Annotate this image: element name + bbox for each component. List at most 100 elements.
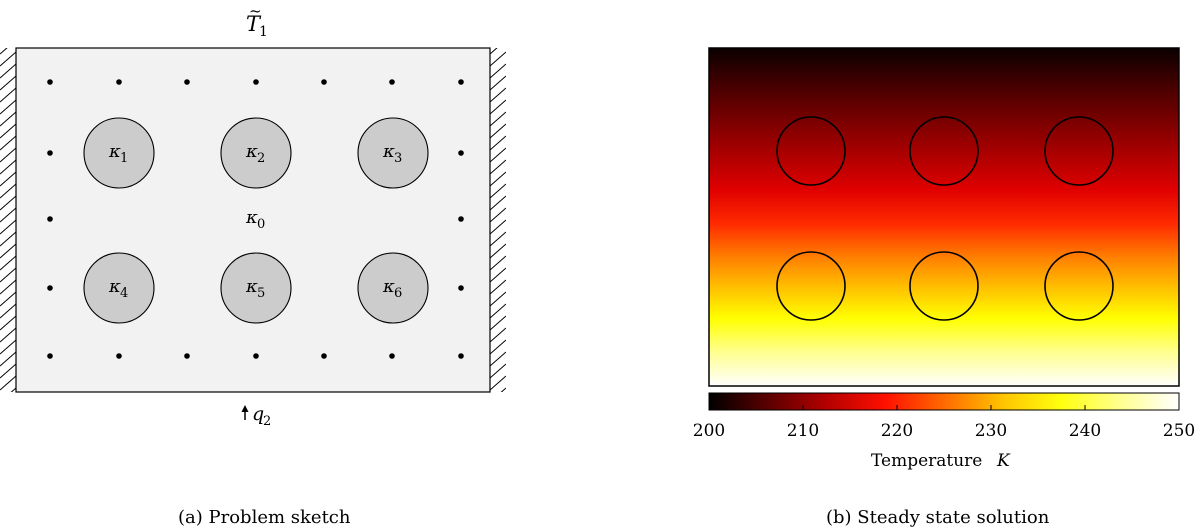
domain-rectangle: [15, 47, 491, 393]
hatch-line: [0, 99, 16, 115]
inclusions: κ 1 κ 2 κ 3κ 4 κ 5 κ 6: [83, 117, 429, 324]
colorbar-tick-label: 240: [1069, 421, 1101, 441]
sensor-dot: [184, 79, 190, 85]
hatch-line: [490, 63, 506, 79]
colorbar-ticks: 200 210 220 230 240 250: [693, 405, 1195, 441]
colorbar-tick-label: 210: [787, 421, 819, 441]
hatch-line: [490, 123, 506, 139]
colorbar-tick-label: 220: [881, 421, 913, 441]
inclusion-subscript: 4: [120, 286, 128, 301]
inclusion-subscript: 6: [394, 286, 402, 301]
hatch-line: [490, 87, 506, 103]
inclusion-symbol: κ: [108, 276, 121, 297]
inclusion-outline: [909, 116, 979, 186]
hatch-line: [0, 327, 16, 343]
hatch-line: [0, 159, 16, 175]
hatch-line: [0, 339, 16, 355]
hatch-line: [490, 279, 506, 295]
hatch-line: [0, 48, 8, 55]
svg-text:Temperature: Temperature: [871, 451, 982, 471]
inclusion-symbol: κ: [245, 141, 258, 162]
svg-text:K: K: [996, 451, 1011, 471]
sensor-dot: [116, 353, 122, 359]
hatch-line: [0, 363, 16, 379]
hatch-line: [490, 99, 506, 115]
fixed-wall-left-hatching: [0, 48, 16, 414]
inclusion-outline: [776, 116, 846, 186]
sensor-dot: [253, 79, 259, 85]
hatch-line: [490, 267, 506, 283]
hatch-line: [490, 327, 506, 343]
sensor-dot: [389, 353, 395, 359]
fixed-wall-right-hatching: [490, 48, 506, 414]
hatch-line: [490, 400, 506, 414]
inclusion-subscript: 5: [257, 286, 265, 301]
sensor-dot: [47, 216, 53, 222]
hatch-line: [490, 303, 506, 319]
inclusion-outlines: [776, 116, 1114, 321]
steady-state-panel: 200 210 220 230 240 250 Temperature K (b) Ste…: [693, 47, 1195, 528]
hatch-line: [490, 195, 506, 211]
hatch-line: [490, 339, 506, 355]
hatch-line: [0, 207, 16, 223]
hatch-line: [0, 75, 16, 91]
hatch-line: [0, 400, 16, 414]
matrix-conductivity-label: κ 0: [245, 207, 265, 232]
inclusion-circle: [83, 117, 155, 189]
svg-text:T: T: [246, 12, 262, 36]
hatch-line: [490, 375, 506, 391]
hatch-line: [490, 291, 506, 307]
hatch-line: [0, 51, 16, 67]
inclusion-circle: [83, 252, 155, 324]
sensor-dot: [253, 353, 259, 359]
hatch-line: [490, 111, 506, 127]
inclusion-symbol: κ: [108, 141, 121, 162]
hatch-line: [490, 255, 506, 271]
hatch-line: [0, 111, 16, 127]
sensor-dot: [184, 353, 190, 359]
inclusion-outline: [1044, 116, 1114, 186]
hatch-line: [490, 48, 498, 55]
hatch-line: [490, 147, 506, 163]
problem-sketch-panel: κ 1 κ 2 κ 3κ 4 κ 5 κ 6 T ~ 1 κ 0 q 2 (a) Problem s…: [0, 2, 506, 528]
hatch-line: [0, 135, 16, 151]
sensor-dot: [458, 216, 464, 222]
inclusion-symbol: κ: [382, 141, 395, 162]
hatch-line: [490, 315, 506, 331]
hatch-line: [490, 159, 506, 175]
hatch-line: [490, 219, 506, 235]
hatch-line: [10, 387, 16, 392]
hatch-line: [490, 183, 506, 199]
hatch-line: [490, 171, 506, 187]
inclusion-outline: [909, 251, 979, 321]
inclusion-subscript: 2: [257, 151, 265, 166]
bottom-flux-label: q 2: [241, 403, 271, 429]
svg-text:~: ~: [249, 2, 262, 20]
colorbar-tick-label: 230: [975, 421, 1007, 441]
inclusion-symbol: κ: [382, 276, 395, 297]
hatch-line: [490, 75, 506, 91]
hatch-line: [0, 231, 16, 247]
inclusion-symbol: κ: [245, 276, 258, 297]
colorbar-tick-label: 250: [1163, 421, 1195, 441]
svg-text:2: 2: [263, 414, 271, 429]
colorbar-label: Temperature K: [871, 451, 1011, 471]
hatch-line: [490, 231, 506, 247]
hatch-line: [490, 207, 506, 223]
hatch-line: [490, 351, 506, 367]
inclusion-subscript: 3: [394, 151, 402, 166]
sensor-dot: [321, 353, 327, 359]
hatch-line: [0, 219, 16, 235]
hatch-line: [0, 315, 16, 331]
hatch-line: [0, 63, 16, 79]
hatch-line: [490, 135, 506, 151]
top-boundary-label: T ~ 1: [246, 2, 268, 40]
sensor-dot: [321, 79, 327, 85]
hatch-line: [0, 303, 16, 319]
sensor-dot: [389, 79, 395, 85]
svg-text:1: 1: [259, 24, 268, 40]
temperature-field: [708, 47, 1180, 387]
